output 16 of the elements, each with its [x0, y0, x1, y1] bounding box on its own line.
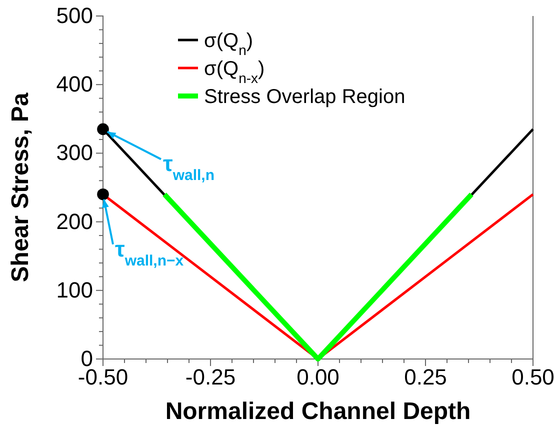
legend-label: σ(Q$_{n-x}$) — [204, 58, 265, 86]
y-axis-title: Shear Stress, Pa — [7, 92, 34, 282]
x-tick-label: 0.00 — [296, 364, 340, 390]
y-tick-label: 100 — [56, 277, 93, 302]
annotation: τ$_{wall,n−x}$ — [115, 236, 184, 269]
legend-label: σ(Q$_{n}$) — [204, 30, 254, 58]
y-tick-label: 400 — [56, 72, 93, 97]
x-tick-label: -0.25 — [185, 364, 236, 390]
y-tick-label: 300 — [56, 140, 93, 166]
x-tick-label: 0.25 — [404, 364, 447, 390]
y-tick-label: 200 — [56, 208, 93, 234]
annotation: τ$_{wall,n}$ — [163, 151, 215, 184]
legend-label: Stress Overlap Region — [204, 86, 406, 108]
x-tick-label: 0.50 — [512, 364, 554, 390]
y-tick-label: 500 — [56, 3, 93, 28]
x-axis-title: Normalized Channel Depth — [165, 398, 471, 425]
